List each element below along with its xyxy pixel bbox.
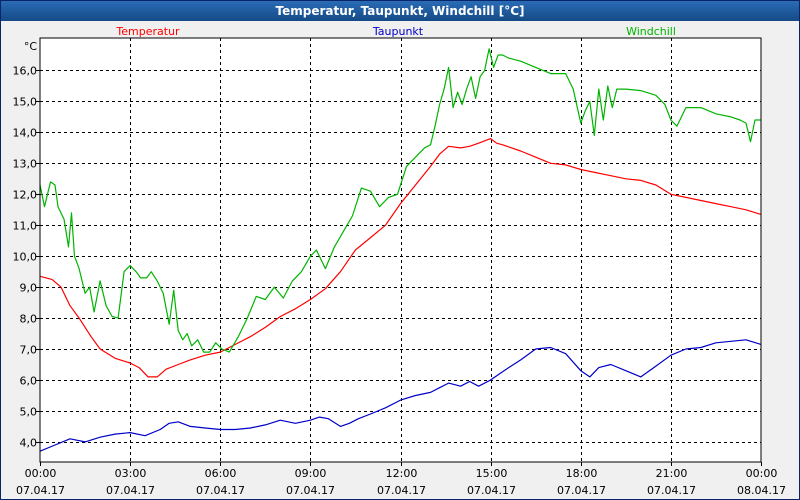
x-tick-date: 07.04.17 <box>16 484 65 497</box>
plot-border <box>39 37 762 463</box>
x-tick-time: 03:00 <box>115 467 147 480</box>
x-tick-time: 12:00 <box>386 467 418 480</box>
x-tick-date: 07.04.17 <box>286 484 335 497</box>
x-tick-time: 21:00 <box>656 467 688 480</box>
y-axis-unit: °C <box>24 40 38 53</box>
legend-windchill: Windchill <box>626 25 676 38</box>
y-tick-label: 7,0 <box>20 344 38 357</box>
x-tick-time: 18:00 <box>566 467 598 480</box>
y-tick-label: 15,0 <box>13 96 38 109</box>
y-tick-label: 10,0 <box>13 251 38 264</box>
y-tick-label: 13,0 <box>13 158 38 171</box>
x-tick-time: 09:00 <box>295 467 327 480</box>
y-tick-label: 16,0 <box>13 65 38 78</box>
legend-taupunkt: Taupunkt <box>372 25 424 38</box>
series-line-temperatur <box>39 138 762 378</box>
x-tick-time: 00:00 <box>746 467 778 480</box>
y-tick-label: 9,0 <box>20 282 38 295</box>
x-tick-time: 06:00 <box>205 467 237 480</box>
series-line-windchill <box>39 48 761 353</box>
series-line-taupunkt <box>39 339 762 452</box>
y-tick-label: 5,0 <box>20 406 38 419</box>
y-tick-label: 8,0 <box>20 313 38 326</box>
y-tick-label: 11,0 <box>13 220 38 233</box>
x-tick-date: 07.04.17 <box>647 484 696 497</box>
y-tick-label: 14,0 <box>13 127 38 140</box>
x-tick-date: 07.04.17 <box>106 484 155 497</box>
window-title: Temperatur, Taupunkt, Windchill [°C] <box>1 1 799 21</box>
x-tick-time: 00:00 <box>25 467 57 480</box>
x-tick-date: 07.04.17 <box>377 484 426 497</box>
x-tick-date: 07.04.17 <box>467 484 516 497</box>
x-tick-date: 07.04.17 <box>196 484 245 497</box>
y-tick-label: 6,0 <box>20 375 38 388</box>
y-tick-label: 4,0 <box>20 437 38 450</box>
legend-temperatur: Temperatur <box>115 25 180 38</box>
x-tick-time: 15:00 <box>476 467 508 480</box>
x-tick-date: 07.04.17 <box>557 484 606 497</box>
x-tick-date: 08.04.17 <box>737 484 786 497</box>
y-tick-label: 12,0 <box>13 189 38 202</box>
